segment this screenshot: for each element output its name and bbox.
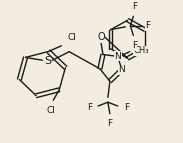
Text: N: N (118, 65, 125, 74)
Text: F: F (124, 103, 129, 112)
Text: Cl: Cl (47, 106, 56, 115)
Text: F: F (132, 41, 137, 50)
Text: Cl: Cl (67, 33, 76, 42)
Text: CH₃: CH₃ (134, 46, 149, 55)
Text: F: F (132, 2, 137, 11)
Text: F: F (145, 21, 150, 30)
Text: N: N (114, 52, 121, 61)
Text: F: F (87, 103, 92, 112)
Text: F: F (107, 119, 112, 128)
Text: S: S (44, 56, 51, 66)
Text: O: O (97, 32, 105, 42)
